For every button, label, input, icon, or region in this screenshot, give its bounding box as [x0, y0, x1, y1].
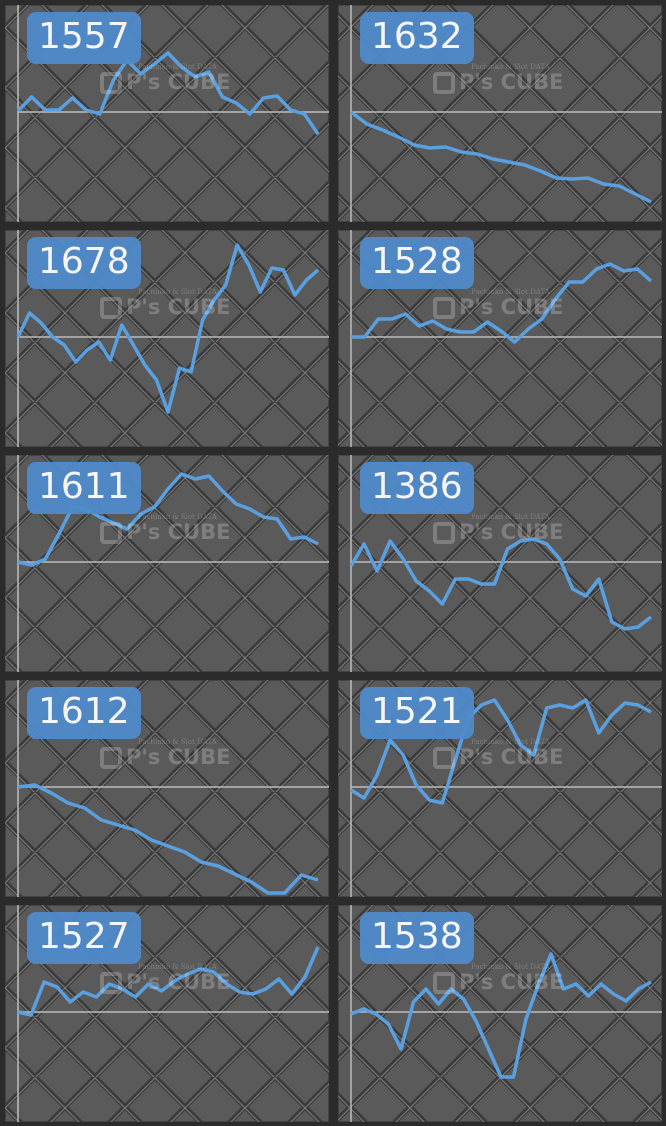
chart-title-badge: 1632	[360, 12, 474, 64]
chart-panel[interactable]: Pachinko & Slot DATA P's CUBE 1678	[5, 230, 329, 447]
chart-title-badge: 1557	[27, 12, 141, 64]
chart-panel[interactable]: Pachinko & Slot DATA P's CUBE 1527	[5, 905, 329, 1122]
chart-panel[interactable]: Pachinko & Slot DATA P's CUBE 1612	[5, 680, 329, 897]
chart-panel[interactable]: Pachinko & Slot DATA P's CUBE 1528	[338, 230, 662, 447]
chart-panel[interactable]: Pachinko & Slot DATA P's CUBE 1521	[338, 680, 662, 897]
series-line	[349, 110, 652, 204]
chart-title-badge: 1611	[27, 462, 141, 514]
chart-title-badge: 1678	[27, 237, 141, 289]
chart-panel[interactable]: Pachinko & Slot DATA P's CUBE 1538	[338, 905, 662, 1122]
chart-title-badge: 1521	[360, 687, 474, 739]
series-line	[350, 698, 652, 805]
chart-panel[interactable]: Pachinko & Slot DATA P's CUBE 1611	[5, 455, 329, 672]
chart-title-badge: 1612	[27, 687, 141, 739]
chart-title-badge: 1386	[360, 462, 474, 514]
chart-title-badge: 1538	[360, 912, 474, 964]
series-line	[17, 946, 320, 1017]
chart-title-badge: 1528	[360, 237, 474, 289]
chart-panel[interactable]: Pachinko & Slot DATA P's CUBE 1632	[338, 5, 662, 222]
series-line	[349, 537, 653, 631]
chart-title-badge: 1527	[27, 912, 141, 964]
chart-panel[interactable]: Pachinko & Slot DATA P's CUBE 1557	[5, 5, 329, 222]
chart-panel[interactable]: Pachinko & Slot DATA P's CUBE 1386	[338, 455, 662, 672]
